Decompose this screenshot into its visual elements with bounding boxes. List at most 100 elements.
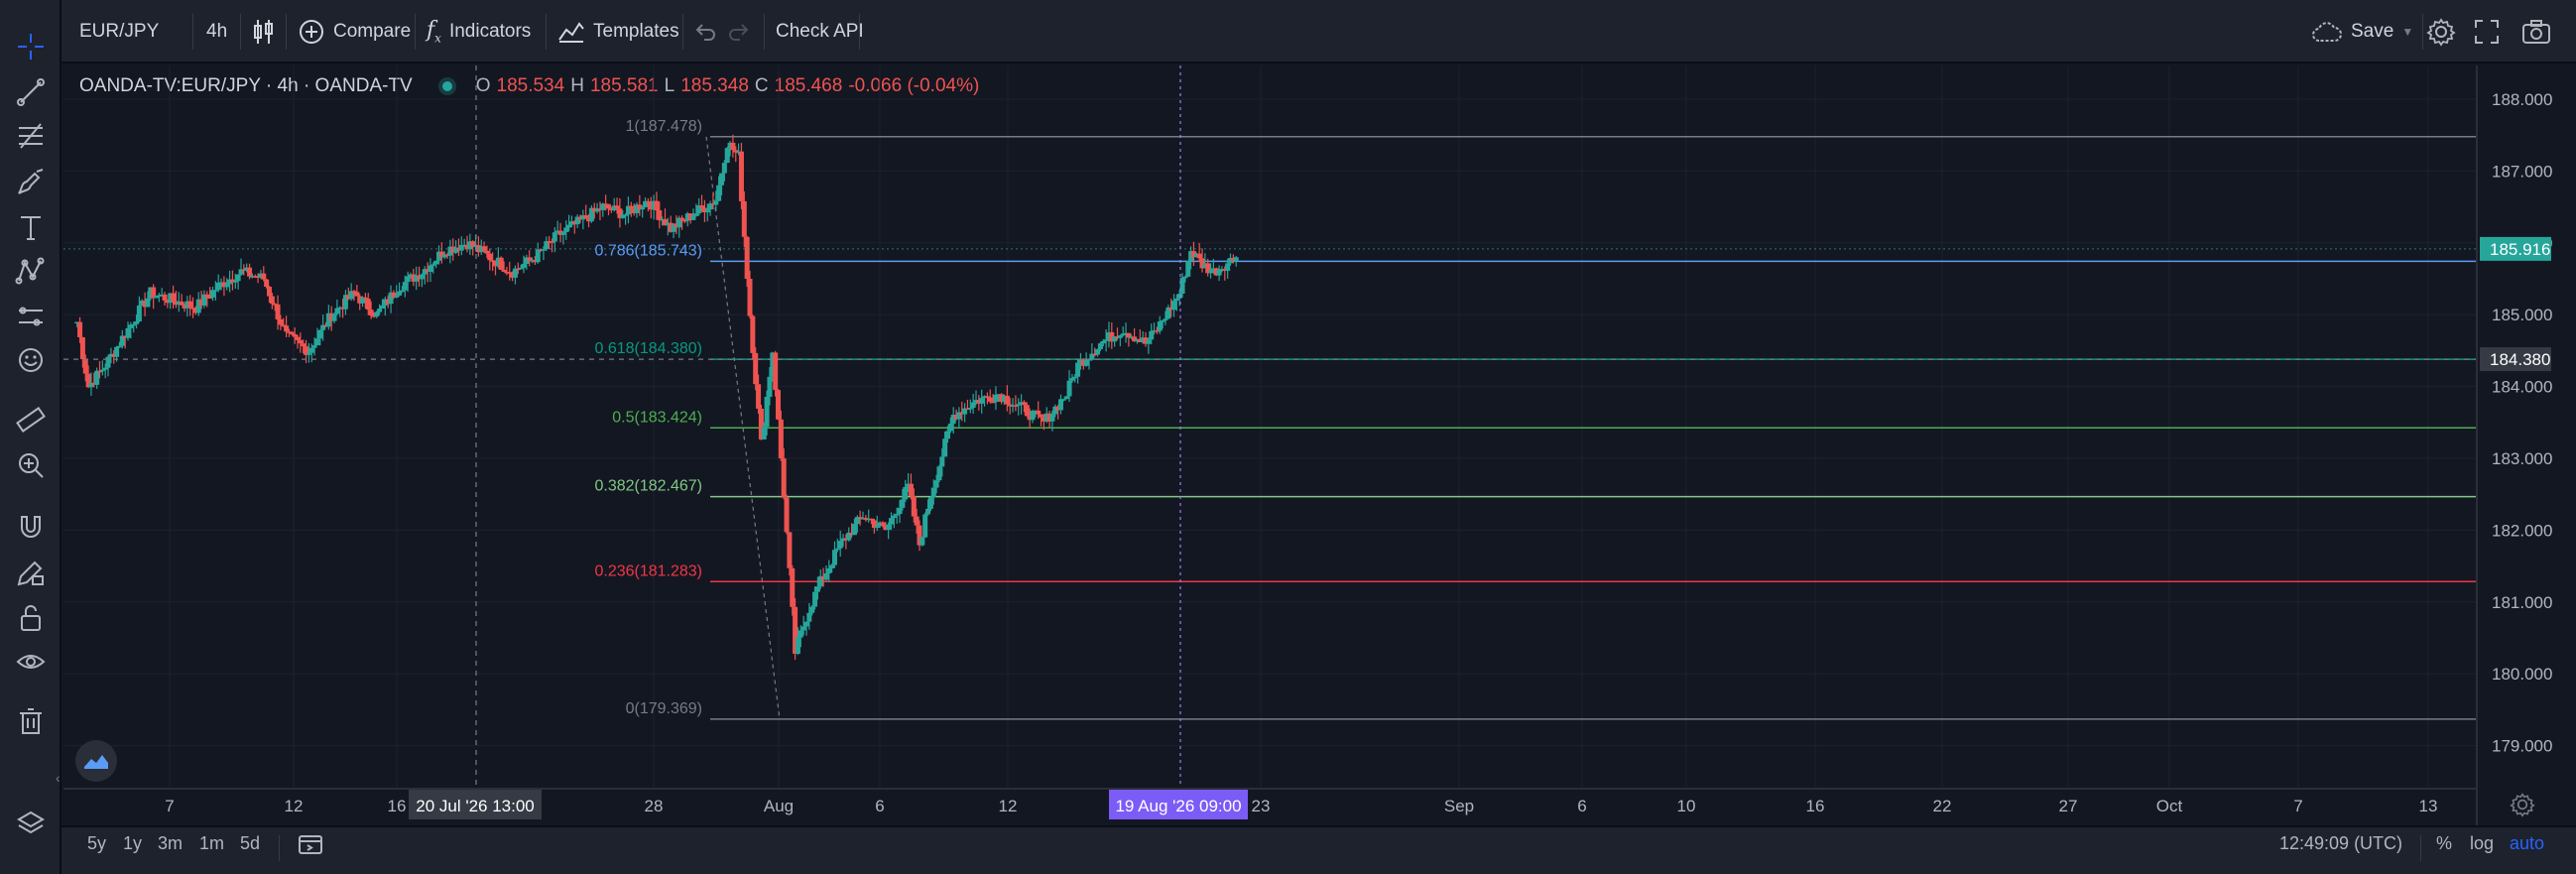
candle-body bbox=[1103, 339, 1109, 341]
candle-body bbox=[408, 274, 414, 277]
undo-button[interactable] bbox=[694, 14, 716, 50]
prediction-tool[interactable] bbox=[12, 298, 50, 335]
symbol-search-button[interactable]: EUR/JPY bbox=[79, 14, 159, 50]
auto-scale-toggle[interactable]: auto bbox=[2510, 833, 2545, 853]
object-tree-tool[interactable] bbox=[12, 806, 50, 843]
candle-body bbox=[541, 249, 547, 251]
indicators-button[interactable]: fx Indicators bbox=[427, 14, 531, 50]
candle-body bbox=[433, 260, 439, 265]
range-1y-button[interactable]: 1y bbox=[123, 833, 143, 853]
candle-body bbox=[411, 274, 417, 282]
price-tick-label: 181.000 bbox=[2492, 593, 2552, 612]
crosshair-time-badge-1 bbox=[409, 790, 542, 819]
candle-body bbox=[171, 293, 177, 302]
templates-button[interactable]: Templates bbox=[557, 14, 679, 50]
candle-body bbox=[134, 320, 140, 324]
compare-button[interactable]: Compare bbox=[298, 14, 411, 50]
candle-body bbox=[116, 345, 122, 348]
remove-tool[interactable] bbox=[12, 702, 50, 740]
candle-body bbox=[351, 291, 357, 293]
utc-clock[interactable]: 12:49:09 (UTC) bbox=[2279, 833, 2403, 853]
chart-type-button[interactable] bbox=[252, 14, 276, 50]
candle-body bbox=[438, 251, 444, 258]
candle-body bbox=[894, 514, 900, 516]
candle-body bbox=[131, 323, 137, 326]
collapse-toolbar-button[interactable]: ‹ bbox=[56, 770, 61, 786]
candle-body bbox=[311, 345, 317, 348]
candle-body bbox=[272, 304, 278, 306]
candle-body bbox=[207, 297, 213, 299]
text-tool[interactable] bbox=[12, 208, 50, 246]
pattern-tool[interactable] bbox=[12, 252, 50, 290]
candle-body bbox=[405, 276, 411, 283]
time-tick-label: 6 bbox=[1577, 797, 1586, 815]
candle-body bbox=[877, 522, 883, 527]
candle-body bbox=[1168, 307, 1174, 311]
lock-tool[interactable] bbox=[12, 599, 50, 637]
candle-body bbox=[560, 231, 566, 235]
go-to-date-button[interactable] bbox=[298, 833, 323, 860]
tradingview-logo-button[interactable] bbox=[75, 740, 117, 782]
candle-body bbox=[571, 221, 577, 225]
ruler-tool[interactable] bbox=[12, 401, 50, 438]
candle-body bbox=[360, 297, 366, 304]
range-5y-button[interactable]: 5y bbox=[87, 833, 107, 853]
screenshot-button[interactable] bbox=[2521, 14, 2551, 50]
check-api-button[interactable]: Check API bbox=[776, 14, 864, 50]
redo-button[interactable] bbox=[728, 14, 750, 50]
candle-body bbox=[999, 394, 1005, 403]
candle-body bbox=[736, 151, 742, 154]
candle-body bbox=[218, 282, 224, 284]
candle-body bbox=[939, 456, 945, 467]
trend-line-tool[interactable] bbox=[12, 73, 50, 111]
candle-body bbox=[348, 291, 354, 300]
candle-body bbox=[1060, 399, 1066, 401]
candle-body bbox=[880, 522, 886, 526]
candle-body bbox=[450, 246, 456, 253]
time-tick-label: 27 bbox=[2059, 797, 2078, 815]
stay-in-drawing-tool[interactable] bbox=[12, 554, 50, 591]
candle-body bbox=[1152, 330, 1158, 332]
save-button[interactable]: Save ▼ bbox=[2311, 14, 2413, 50]
candle-body bbox=[229, 279, 235, 283]
time-tick-label: 28 bbox=[645, 797, 664, 815]
magnet-tool[interactable] bbox=[12, 508, 50, 546]
candle-body bbox=[668, 222, 674, 232]
candle-body bbox=[727, 142, 733, 149]
compare-label: Compare bbox=[333, 21, 412, 42]
interval-button[interactable]: 4h bbox=[206, 14, 227, 50]
candle-body bbox=[215, 282, 221, 291]
range-3m-button[interactable]: 3m bbox=[158, 833, 184, 853]
candle-body bbox=[1066, 380, 1072, 397]
fullscreen-button[interactable] bbox=[2474, 14, 2500, 50]
range-5d-button[interactable]: 5d bbox=[240, 833, 261, 853]
candle-body bbox=[753, 352, 759, 385]
price-scale-settings-button[interactable] bbox=[2510, 792, 2537, 819]
legend-title[interactable]: OANDA-TV:EUR/JPY · 4h · OANDA-TV bbox=[79, 75, 413, 96]
candle-body bbox=[238, 269, 244, 275]
brush-tool[interactable] bbox=[12, 163, 50, 200]
candle-body bbox=[1222, 269, 1228, 272]
candle-body bbox=[244, 267, 250, 271]
emoji-tool[interactable] bbox=[12, 341, 50, 379]
candle-body bbox=[1030, 411, 1036, 421]
candle-body bbox=[148, 287, 154, 299]
percent-scale-toggle[interactable]: % bbox=[2436, 833, 2453, 853]
candle-body bbox=[388, 292, 394, 305]
candle-body bbox=[1132, 336, 1138, 342]
zoom-tool[interactable] bbox=[12, 446, 50, 484]
fib-tool[interactable] bbox=[12, 117, 50, 155]
log-scale-toggle[interactable]: log bbox=[2470, 833, 2495, 853]
candle-body bbox=[959, 412, 965, 415]
crosshair-tool[interactable] bbox=[12, 28, 50, 65]
candle-body bbox=[1213, 268, 1219, 276]
candle-body bbox=[1210, 268, 1216, 271]
candle-body bbox=[967, 408, 973, 410]
hide-tool[interactable] bbox=[12, 643, 50, 681]
candle-body bbox=[1024, 405, 1030, 417]
candle-body bbox=[1055, 406, 1061, 411]
candle-body bbox=[741, 200, 747, 237]
range-1m-button[interactable]: 1m bbox=[199, 833, 225, 853]
settings-button[interactable] bbox=[2426, 14, 2456, 50]
